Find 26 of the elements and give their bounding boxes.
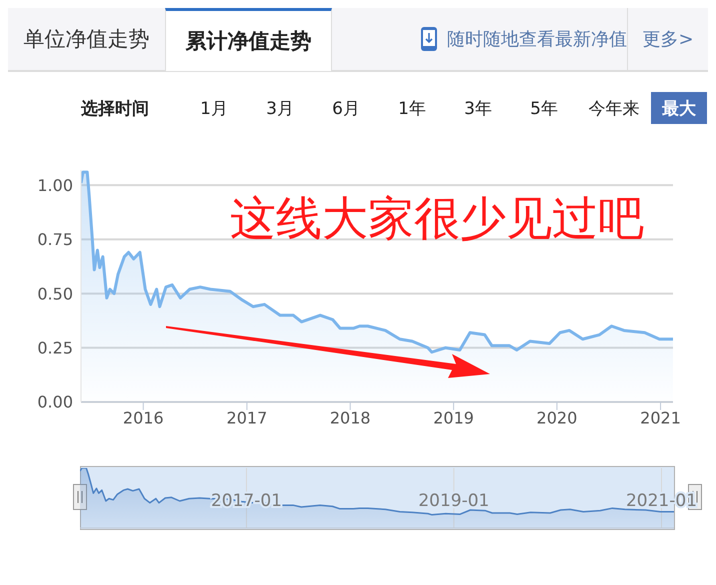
chart-title: 累计净值走势 (165, 8, 332, 71)
y-tick-label: 0.75 (37, 230, 73, 250)
text: 5年 (529, 98, 559, 120)
y-tick-label: 0.00 (37, 392, 73, 412)
text: 今年来 (588, 98, 640, 120)
text: 最大 (651, 92, 707, 124)
text: 3月 (265, 98, 295, 120)
x-tick-label: 2020 (536, 408, 578, 428)
text: 更多> (627, 8, 708, 70)
text: 6月 (331, 98, 361, 120)
y-tick-label: 1.00 (37, 176, 73, 195)
text: 1月 (199, 98, 229, 120)
text: 随时随地查看最新净值 (446, 28, 627, 52)
x-tick-label: 2018 (330, 408, 371, 428)
text: 1年 (397, 98, 427, 120)
x-tick-label: 2019-01 (418, 491, 490, 511)
annotation: 这线大家很少见过吧 (230, 190, 644, 247)
x-tick-label: 2017 (226, 408, 268, 428)
y-tick-label: 0.25 (37, 338, 73, 358)
x-tick-label: 2016 (122, 408, 164, 428)
text: 3年 (463, 98, 493, 120)
text: 单位净值走势 (22, 26, 150, 53)
y-tick-label: 0.50 (37, 284, 73, 304)
x-tick-label: 2019 (433, 408, 474, 428)
text: 选择时间 (81, 98, 150, 120)
x-tick-label: 2021 (640, 408, 681, 428)
